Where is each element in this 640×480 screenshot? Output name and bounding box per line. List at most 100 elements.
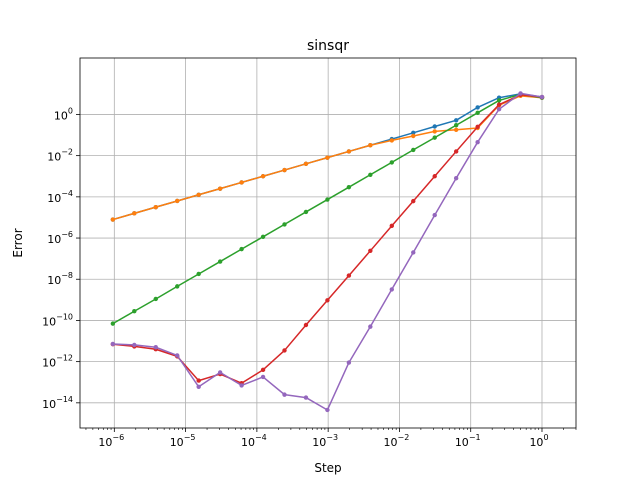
series-2-point bbox=[346, 149, 352, 154]
x-tick-label: 100 bbox=[529, 433, 548, 449]
y-axis-label: Error bbox=[11, 228, 25, 257]
x-tick-label-base: 10 bbox=[384, 436, 398, 449]
series-2-point bbox=[175, 198, 180, 204]
series-4-point bbox=[325, 298, 330, 303]
series-4 bbox=[110, 92, 545, 386]
y-tick-label: 100 bbox=[54, 106, 73, 122]
series-5-point bbox=[346, 360, 352, 365]
series-2-point bbox=[132, 211, 137, 216]
series-3-point bbox=[389, 160, 394, 165]
series-3-point bbox=[196, 271, 201, 277]
series-3-point bbox=[260, 234, 266, 239]
x-tick-label: 10−4 bbox=[241, 433, 267, 449]
series-5-point bbox=[453, 176, 459, 181]
series-layer bbox=[110, 91, 545, 413]
series-2-point bbox=[260, 174, 266, 179]
x-tick-label-exponent: −4 bbox=[255, 433, 267, 442]
x-tick-label: 10−1 bbox=[455, 433, 481, 449]
series-2-point bbox=[453, 127, 459, 132]
series-1-point bbox=[453, 118, 459, 123]
series-3-point bbox=[346, 184, 352, 190]
series-3-point bbox=[110, 321, 116, 326]
series-5-point bbox=[153, 345, 158, 350]
series-2-point bbox=[325, 155, 330, 160]
x-tick-label: 10−6 bbox=[98, 433, 124, 449]
series-2-point bbox=[196, 192, 201, 197]
series-3-point bbox=[217, 259, 223, 264]
series-2-point bbox=[368, 143, 373, 148]
y-tick-label-exponent: −2 bbox=[61, 148, 73, 157]
series-3-point bbox=[325, 197, 330, 202]
y-tick-label-exponent: −12 bbox=[56, 354, 73, 363]
series-2-point bbox=[110, 217, 116, 222]
y-tick-label-base: 10 bbox=[42, 357, 56, 370]
series-2-point bbox=[217, 186, 223, 191]
chart-title: sinsqr bbox=[307, 38, 349, 54]
axis-ticks: 10−6 10−5 10−4 10−3 10−2 10−1 10010−1410−1210−… bbox=[42, 106, 577, 449]
series-2-point bbox=[303, 161, 309, 167]
x-tick-label-exponent: −1 bbox=[469, 433, 481, 442]
series-3-point bbox=[453, 123, 459, 128]
x-tick-label: 10−2 bbox=[384, 433, 410, 449]
x-tick-label-base: 10 bbox=[455, 436, 469, 449]
series-1-point bbox=[475, 105, 480, 110]
series-5-point bbox=[325, 407, 330, 413]
x-tick-label-exponent: 0 bbox=[543, 433, 548, 442]
series-5-point bbox=[303, 395, 309, 400]
series-2-point bbox=[153, 204, 158, 210]
series-3-point bbox=[153, 296, 158, 302]
y-tick-label-exponent: −10 bbox=[56, 312, 73, 321]
y-tick-label-base: 10 bbox=[54, 109, 68, 122]
series-5-point bbox=[217, 370, 223, 375]
grid bbox=[80, 58, 576, 428]
series-5 bbox=[110, 91, 545, 413]
y-tick-label: 10−4 bbox=[47, 189, 73, 205]
series-3-point bbox=[368, 172, 373, 177]
x-tick-label-exponent: −2 bbox=[398, 433, 410, 442]
x-tick-label-base: 10 bbox=[98, 436, 112, 449]
series-2-point bbox=[432, 129, 437, 134]
series-5-point bbox=[432, 212, 437, 218]
series-3-point bbox=[411, 147, 416, 153]
y-tick-label-exponent: −8 bbox=[61, 271, 73, 280]
series-2-point bbox=[282, 167, 287, 173]
series-4-point bbox=[496, 102, 502, 107]
x-tick-label-base: 10 bbox=[170, 436, 184, 449]
series-3-point bbox=[282, 222, 287, 227]
series-4-line bbox=[112, 94, 543, 384]
x-tick-label-base: 10 bbox=[241, 436, 255, 449]
series-4-point bbox=[475, 124, 480, 130]
x-axis-label: Step bbox=[314, 461, 341, 475]
series-5-point bbox=[282, 392, 287, 397]
series-5-point bbox=[110, 341, 116, 347]
series-3-point bbox=[432, 135, 437, 140]
series-5-point bbox=[368, 324, 373, 329]
series-2-point bbox=[389, 138, 394, 143]
x-tick-label-base: 10 bbox=[312, 436, 326, 449]
series-3-point bbox=[175, 284, 180, 289]
y-tick-label: 10−6 bbox=[47, 230, 73, 246]
x-tick-label-exponent: −5 bbox=[184, 433, 196, 442]
x-tick-label-exponent: −6 bbox=[112, 433, 124, 442]
series-2-point bbox=[411, 133, 416, 139]
x-tick-label: 10−5 bbox=[170, 433, 196, 449]
y-tick-label-exponent: −6 bbox=[61, 230, 73, 239]
series-4-point bbox=[411, 198, 416, 204]
series-5-point bbox=[239, 383, 244, 388]
series-4-point bbox=[346, 273, 352, 278]
series-5-point bbox=[132, 342, 137, 348]
series-3-point bbox=[303, 209, 309, 215]
series-5-point bbox=[475, 139, 480, 145]
series-3-point bbox=[132, 309, 137, 314]
series-4-point bbox=[453, 149, 459, 154]
series-1-point bbox=[432, 124, 437, 129]
series-4-point bbox=[260, 367, 266, 373]
series-3-point bbox=[496, 98, 502, 103]
y-tick-label-base: 10 bbox=[47, 233, 61, 246]
series-5-point bbox=[518, 91, 523, 96]
series-5-point bbox=[411, 250, 416, 255]
x-tick-label-exponent: −3 bbox=[326, 433, 338, 442]
series-1-point bbox=[411, 130, 416, 136]
series-4-point bbox=[368, 248, 373, 254]
